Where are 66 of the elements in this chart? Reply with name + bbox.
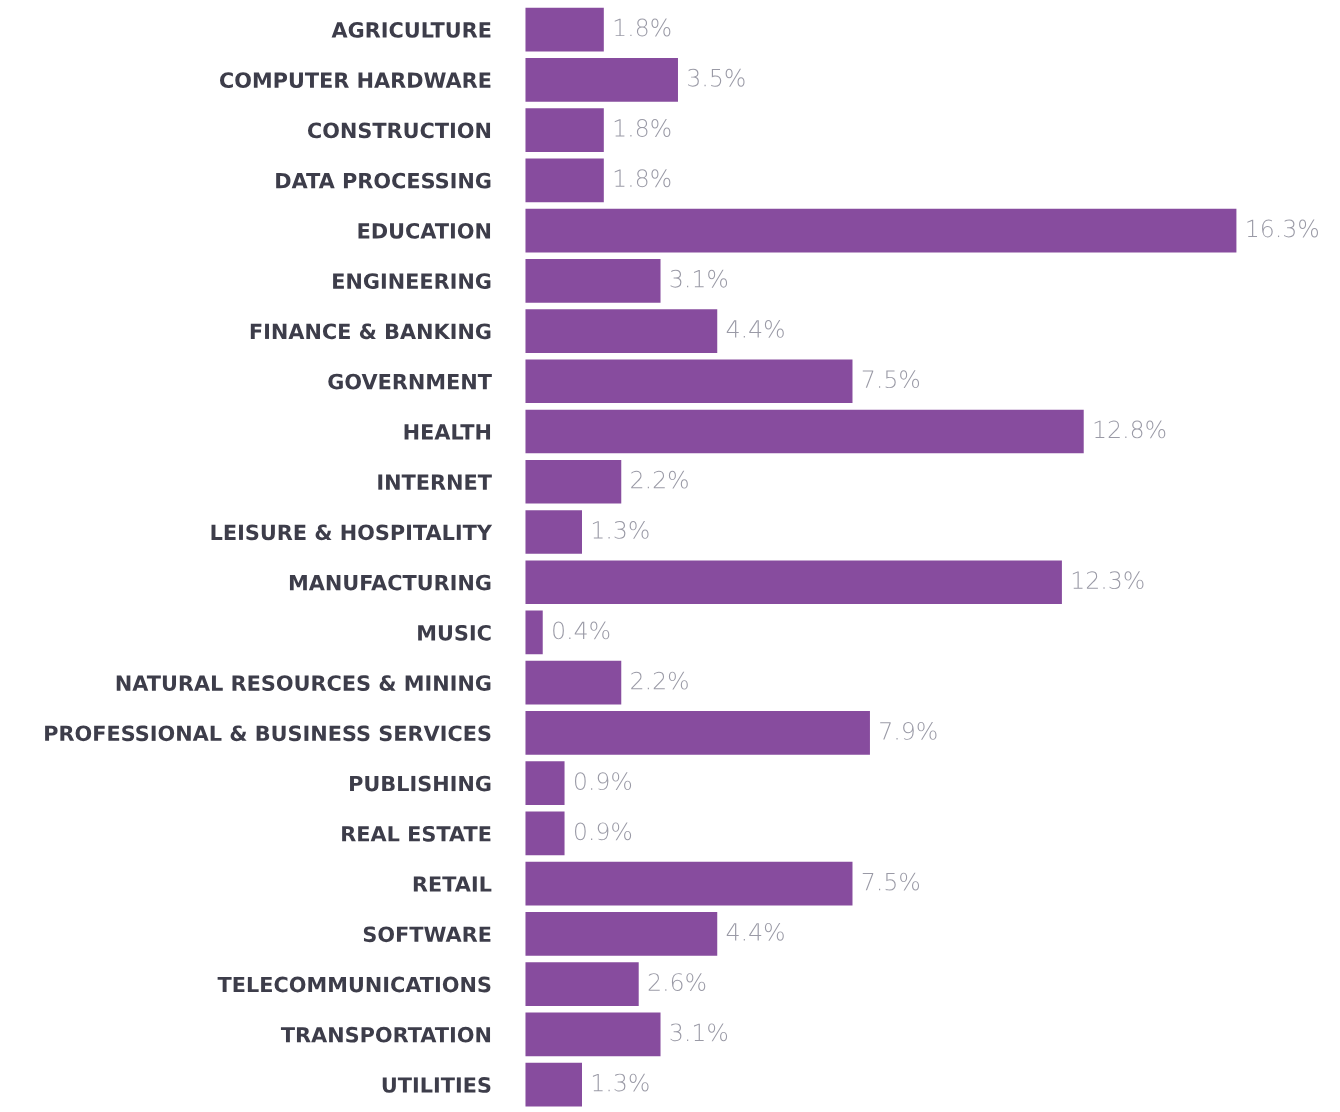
data-label: 2.2%	[631, 470, 688, 489]
data-label: 3.1%	[670, 1023, 728, 1042]
bar	[525, 610, 543, 655]
bar	[525, 459, 622, 504]
bar	[525, 57, 678, 102]
y-tick-label: SOFTWARE	[363, 926, 491, 943]
data-label: 12.8%	[1094, 420, 1166, 439]
bar	[525, 108, 604, 152]
y-tick-label: GOVERNMENT	[328, 373, 492, 390]
data-label: 1.8%	[614, 18, 671, 37]
data-label: 1.3%	[592, 1073, 649, 1092]
bar	[525, 811, 565, 856]
data-label: 2.2%	[631, 671, 688, 690]
data-label: 3.5%	[688, 68, 745, 87]
bar	[525, 1012, 661, 1057]
y-tick-label: COMPUTER HARDWARE	[219, 72, 491, 89]
y-tick-label: ENGINEERING	[333, 273, 491, 289]
data-label: 4.4%	[726, 320, 784, 338]
y-tick-label: FINANCE & BANKING	[250, 323, 491, 340]
bar	[525, 912, 718, 956]
y-tick-label: HEALTH	[404, 424, 491, 440]
data-label: 1.8%	[614, 169, 671, 188]
y-tick-label: TELECOMMUNICATIONS	[217, 976, 491, 993]
data-label: 7.5%	[862, 872, 920, 891]
bar	[525, 208, 1237, 253]
data-label: 12.3%	[1072, 571, 1144, 590]
bar	[525, 962, 639, 1007]
bar	[525, 861, 853, 906]
y-tick-label: INTERNET	[378, 474, 492, 490]
data-label: 1.3%	[592, 520, 649, 539]
y-tick-label: DATA PROCESSING	[276, 172, 491, 189]
bar	[525, 1062, 582, 1107]
data-label: 1.8%	[614, 119, 671, 137]
y-tick-label: UTILITIES	[382, 1077, 491, 1093]
y-tick-label: LEISURE & HOSPITALITY	[211, 524, 493, 541]
data-label: 0.9%	[574, 772, 632, 791]
bar	[525, 359, 853, 404]
bar	[525, 158, 604, 203]
y-tick-label: REAL ESTATE	[342, 825, 491, 842]
bar	[525, 258, 661, 303]
data-label: 0.9%	[574, 822, 632, 841]
bar	[525, 711, 870, 755]
bar	[525, 510, 582, 554]
data-label: 0.4%	[553, 621, 610, 640]
data-label: 3.1%	[670, 269, 728, 288]
bar	[525, 7, 604, 52]
data-label: 16.3%	[1247, 219, 1318, 238]
y-tick-label: CONSTRUCTION	[307, 122, 491, 139]
y-tick-label: NATURAL RESOURCES & MINING	[116, 675, 491, 691]
y-tick-label: EDUCATION	[358, 222, 491, 239]
bar	[525, 660, 622, 705]
y-tick-label: PUBLISHING	[350, 775, 491, 792]
y-tick-label: MUSIC	[418, 624, 491, 641]
bar	[525, 409, 1084, 454]
y-tick-label: RETAIL	[413, 876, 492, 892]
y-tick-label: TRANSPORTATION	[280, 1026, 491, 1043]
y-tick-label: PROFESSIONAL & BUSINESS SERVICES	[45, 725, 491, 742]
y-tick-label: MANUFACTURING	[289, 574, 491, 591]
bar	[525, 761, 565, 806]
bar	[525, 309, 718, 353]
data-label: 2.6%	[648, 973, 706, 992]
data-label: 7.9%	[880, 721, 937, 740]
data-label: 7.5%	[862, 370, 920, 389]
y-tick-label: AGRICULTURE	[331, 22, 491, 38]
bar	[525, 560, 1062, 605]
data-label: 4.4%	[726, 922, 784, 941]
